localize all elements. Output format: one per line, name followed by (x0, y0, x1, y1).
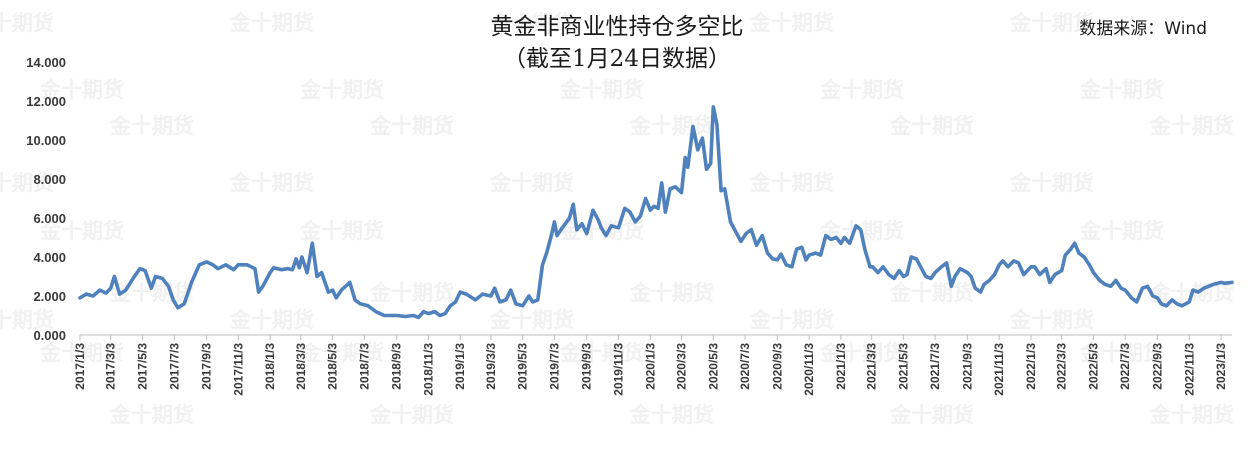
x-tick-label: 2019/11/3 (612, 343, 626, 396)
x-tick-label: 2021/9/3 (960, 343, 974, 390)
watermark-text: 金十期货 (489, 11, 574, 35)
watermark-text: 金十期货 (369, 114, 454, 138)
x-tick-label: 2018/11/3 (421, 343, 435, 396)
watermark-text: 金十期货 (1079, 341, 1164, 365)
x-tick-label: 2017/3/3 (104, 343, 118, 390)
x-tick-label: 2021/3/3 (865, 343, 879, 390)
watermark-text: 金十期货 (299, 219, 384, 243)
y-axis: 0.000 2.000 4.000 6.000 8.000 10.000 12.000 14.… (26, 55, 66, 343)
x-tick-label: 2021/7/3 (928, 343, 942, 390)
watermark-text: 金十期货 (1009, 308, 1094, 332)
watermark-text: 金十期货 (229, 308, 314, 332)
watermark-text: 金十期货 (369, 281, 454, 305)
x-tick-label: 2022/1/3 (1024, 343, 1038, 390)
watermark-text: 金十期货 (629, 281, 714, 305)
x-tick-label: 2018/1/3 (263, 343, 277, 390)
chart-subtitle: （截至1月24日数据） (503, 46, 731, 72)
y-tick-label: 2.000 (33, 289, 66, 304)
watermark-text: 金十期货 (819, 78, 904, 102)
x-tick-label: 2020/5/3 (706, 343, 720, 390)
y-tick-label: 12.000 (26, 94, 66, 109)
x-tick-label: 2022/5/3 (1086, 343, 1100, 390)
x-tick-label: 2021/5/3 (896, 343, 910, 390)
watermark-text: 金十期货 (1009, 171, 1094, 195)
watermark-text: 金十期货 (299, 78, 384, 102)
x-tick-label: 2018/9/3 (390, 343, 404, 390)
x-tick-label: 2019/5/3 (516, 343, 530, 390)
x-tick-label: 2023/1/3 (1214, 343, 1228, 390)
watermark-text: 金十期货 (1079, 78, 1164, 102)
x-tick-label: 2020/1/3 (643, 343, 657, 390)
x-axis: 2017/1/3 2017/3/3 2017/5/3 2017/7/3 2017/9/3… (73, 334, 1232, 396)
x-tick-label: 2022/9/3 (1151, 343, 1165, 390)
data-source-note: 数据来源：Wind (1079, 19, 1207, 39)
y-tick-label: 0.000 (33, 328, 66, 343)
watermark-text: 金十期货 (1009, 11, 1094, 35)
x-tick-label: 2022/7/3 (1118, 343, 1132, 390)
y-tick-label: 8.000 (33, 172, 66, 187)
x-tick-label: 2022/11/3 (1182, 343, 1196, 396)
watermark-text: 金十期货 (1149, 403, 1234, 427)
watermark-text: 金十期货 (0, 11, 54, 35)
x-tick-label: 2017/9/3 (200, 343, 214, 390)
y-tick-label: 14.000 (26, 55, 66, 70)
x-tick-label: 2020/3/3 (675, 343, 689, 390)
watermark-text: 金十期货 (109, 114, 194, 138)
series-line (78, 105, 1234, 320)
watermark-text: 金十期货 (39, 78, 124, 102)
watermark-text: 金十期货 (559, 341, 644, 365)
chart-title: 黄金非商业性持仓多空比 (491, 14, 744, 40)
watermark-text: 金十期货 (819, 341, 904, 365)
x-tick-label: 2018/5/3 (326, 343, 340, 390)
watermark-text: 金十期货 (889, 403, 974, 427)
x-tick-label: 2019/3/3 (484, 343, 498, 390)
watermark-text: 金十期货 (629, 403, 714, 427)
watermark-text: 金十期货 (39, 219, 124, 243)
plot-area (78, 105, 1234, 320)
watermark-text: 金十期货 (749, 11, 834, 35)
watermark-text: 金十期货 (0, 308, 54, 332)
x-tick-label: 2021/1/3 (834, 343, 848, 390)
watermark-text: 金十期货 (749, 308, 834, 332)
watermark-layer: 金十期货金十期货金十期货金十期货金十期货金十期货金十期货金十期货金十期货金十期货… (0, 11, 1234, 427)
watermark-text: 金十期货 (889, 281, 974, 305)
x-tick-label: 2020/11/3 (802, 343, 816, 396)
y-tick-label: 6.000 (33, 211, 66, 226)
x-tick-label: 2017/1/3 (73, 343, 87, 390)
x-tick-label: 2019/1/3 (453, 343, 467, 390)
x-tick-label: 2018/3/3 (294, 343, 308, 390)
x-tick-label: 2020/7/3 (738, 343, 752, 390)
x-tick-label: 2021/11/3 (992, 343, 1006, 396)
watermark-text: 金十期货 (39, 341, 124, 365)
x-tick-label: 2020/9/3 (770, 343, 784, 390)
watermark-text: 金十期货 (229, 11, 314, 35)
watermark-text: 金十期货 (559, 78, 644, 102)
watermark-text: 金十期货 (299, 341, 384, 365)
x-tick-label: 2017/5/3 (135, 343, 149, 390)
x-tick-label: 2017/11/3 (231, 343, 245, 396)
watermark-text: 金十期货 (489, 308, 574, 332)
watermark-text: 金十期货 (109, 403, 194, 427)
watermark-text: 金十期货 (889, 114, 974, 138)
watermark-text: 金十期货 (629, 114, 714, 138)
watermark-text: 金十期货 (229, 171, 314, 195)
watermark-text: 金十期货 (369, 403, 454, 427)
watermark-text: 金十期货 (749, 171, 834, 195)
watermark-text: 金十期货 (1079, 219, 1164, 243)
x-tick-label: 2019/7/3 (547, 343, 561, 390)
y-tick-label: 10.000 (26, 133, 66, 148)
x-tick-label: 2017/7/3 (167, 343, 181, 390)
watermark-text: 金十期货 (0, 171, 54, 195)
x-tick-label: 2018/7/3 (357, 343, 371, 390)
x-tick-label: 2022/3/3 (1055, 343, 1069, 390)
watermark-text: 金十期货 (1149, 114, 1234, 138)
y-tick-label: 4.000 (33, 250, 66, 265)
watermark-text: 金十期货 (489, 171, 574, 195)
x-tick-label: 2019/9/3 (580, 343, 594, 390)
